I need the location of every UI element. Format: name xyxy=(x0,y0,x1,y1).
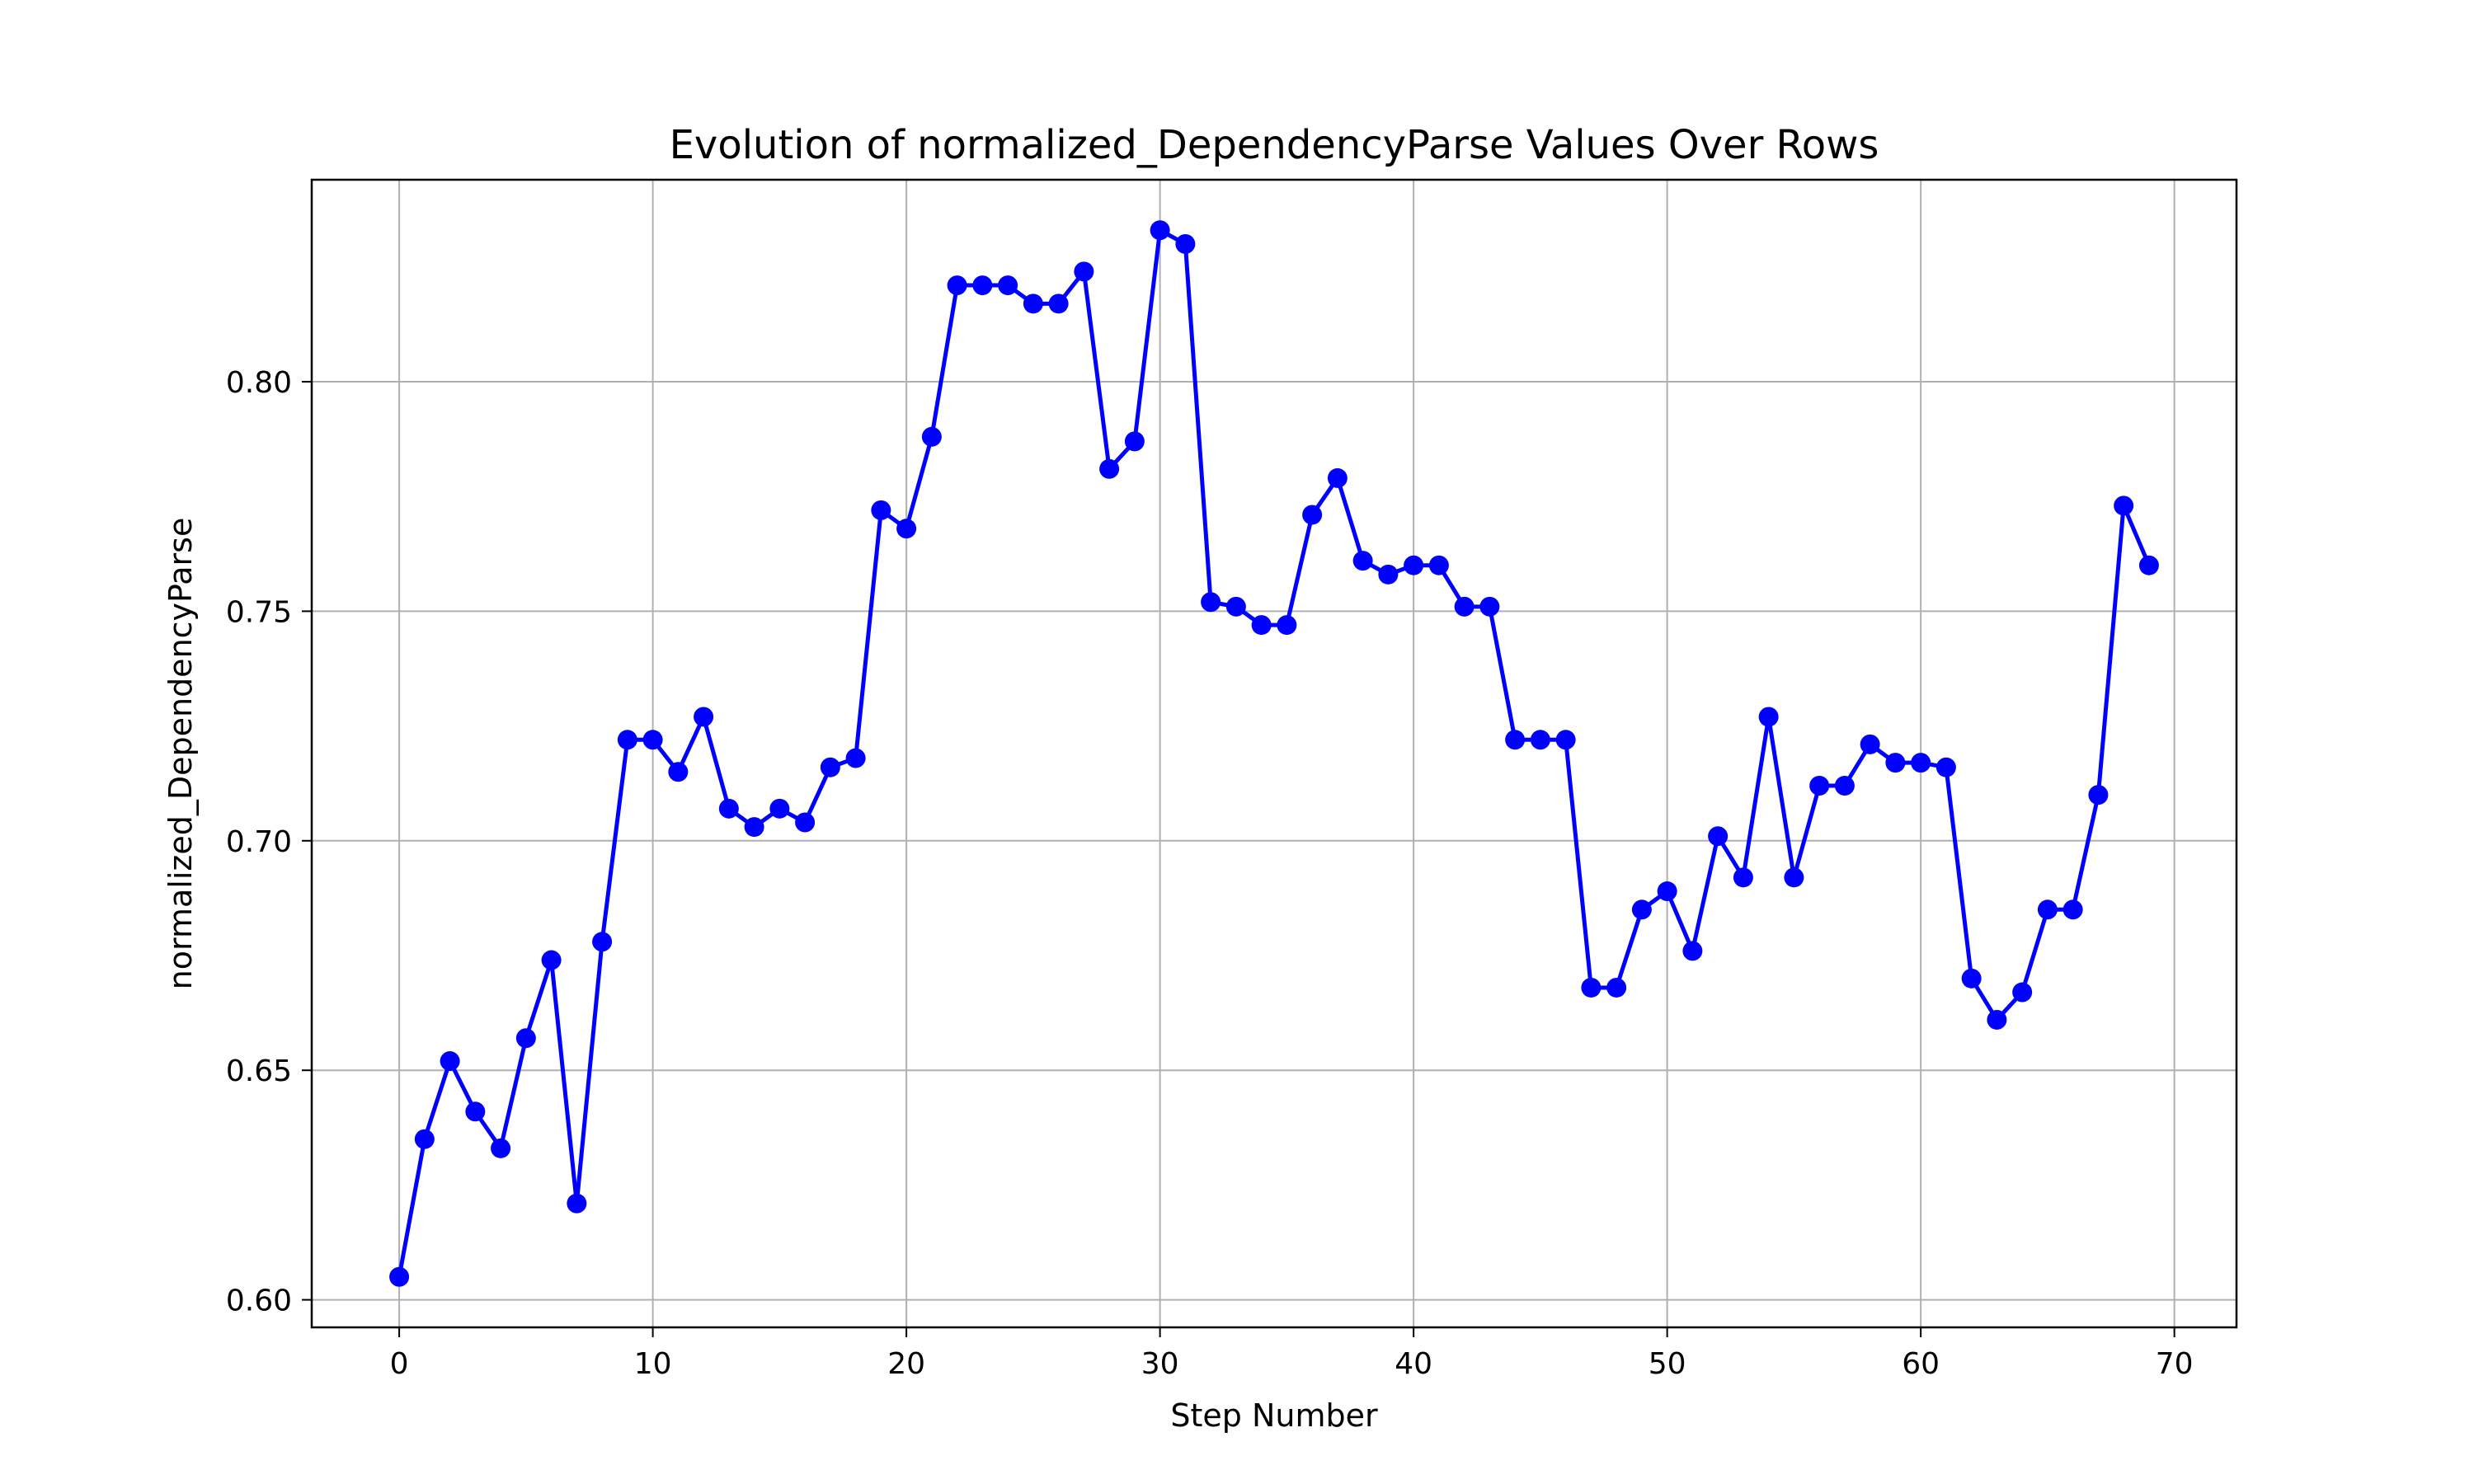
data-markers xyxy=(389,220,2159,1287)
y-tick-label: 0.65 xyxy=(226,1054,292,1088)
data-point xyxy=(1023,294,1043,314)
series-line xyxy=(397,228,2152,1278)
data-point xyxy=(1175,233,1196,254)
x-axis-label: Step Number xyxy=(1170,1397,1378,1434)
data-point xyxy=(795,812,816,833)
data-point xyxy=(389,1266,410,1287)
data-point xyxy=(1581,977,1602,998)
data-point xyxy=(2088,785,2109,805)
data-point xyxy=(1251,615,1272,636)
data-point xyxy=(1277,615,1297,636)
data-point xyxy=(769,798,790,819)
data-point xyxy=(515,1028,536,1049)
data-point xyxy=(1885,753,1906,773)
data-point xyxy=(1911,753,1931,773)
data-point xyxy=(1099,458,1120,479)
data-point xyxy=(2138,555,2159,575)
data-point xyxy=(1404,555,1424,575)
data-point xyxy=(1631,899,1652,920)
data-point xyxy=(1505,730,1526,750)
data-point xyxy=(1733,867,1753,888)
data-point xyxy=(2114,495,2134,516)
data-point xyxy=(2062,899,2083,920)
data-point xyxy=(1225,596,1246,617)
data-point xyxy=(1784,867,1804,888)
data-point xyxy=(1048,294,1069,314)
x-tick-label: 20 xyxy=(887,1347,925,1381)
data-point xyxy=(2012,982,2033,1003)
data-point xyxy=(567,1193,587,1214)
plot-frame xyxy=(310,178,2238,1329)
data-point xyxy=(947,275,967,296)
x-tick-label: 60 xyxy=(1902,1347,1940,1381)
data-point xyxy=(921,426,942,447)
data-point xyxy=(1074,261,1094,282)
grid xyxy=(312,180,2236,1327)
data-point xyxy=(972,275,993,296)
data-point xyxy=(617,730,637,750)
chart-title: Evolution of normalized_DependencyParse … xyxy=(670,122,1879,168)
data-point xyxy=(1327,467,1348,488)
x-tick-label: 30 xyxy=(1141,1347,1179,1381)
data-point xyxy=(1834,775,1855,796)
data-point xyxy=(2037,899,2058,920)
data-point xyxy=(1961,968,1982,989)
data-point xyxy=(896,519,917,539)
data-point xyxy=(1150,220,1170,241)
data-point xyxy=(694,707,714,727)
y-tick-label: 0.75 xyxy=(226,595,292,629)
y-tick-label: 0.80 xyxy=(226,366,292,400)
data-point xyxy=(642,730,663,750)
y-tick-label: 0.70 xyxy=(226,825,292,859)
data-point xyxy=(1606,977,1627,998)
data-point xyxy=(718,798,739,819)
data-point xyxy=(1352,551,1373,571)
data-point xyxy=(1454,596,1475,617)
x-tick-label: 10 xyxy=(634,1347,672,1381)
x-axis: 0 10 20 30 40 50 60 70 xyxy=(390,1327,2194,1381)
x-tick-label: 40 xyxy=(1395,1347,1432,1381)
data-point xyxy=(1809,775,1830,796)
data-point xyxy=(1555,730,1576,750)
data-point xyxy=(1302,505,1323,525)
x-tick-label: 50 xyxy=(1649,1347,1686,1381)
data-point xyxy=(1935,757,1956,777)
x-tick-label: 70 xyxy=(2156,1347,2194,1381)
data-point xyxy=(1378,564,1399,585)
data-point xyxy=(1479,596,1500,617)
data-point xyxy=(1682,941,1703,961)
data-point xyxy=(871,500,891,520)
y-axis-label: normalized_DependencyParse xyxy=(162,518,199,990)
data-point xyxy=(744,817,764,838)
data-point xyxy=(592,932,613,952)
data-point xyxy=(440,1051,460,1072)
data-point xyxy=(1124,431,1145,452)
data-point xyxy=(845,748,866,768)
data-point xyxy=(541,950,562,970)
data-point xyxy=(1530,730,1550,750)
x-tick-label: 0 xyxy=(390,1347,409,1381)
data-point xyxy=(668,762,689,782)
data-point xyxy=(998,275,1018,296)
data-point xyxy=(1758,707,1779,727)
data-point xyxy=(1708,826,1729,847)
data-point xyxy=(1201,592,1221,613)
data-point xyxy=(1428,555,1449,575)
data-point xyxy=(1987,1009,2007,1030)
data-point xyxy=(1657,881,1677,902)
series-polyline xyxy=(397,228,2152,1278)
data-point xyxy=(1860,734,1880,754)
y-tick-label: 0.60 xyxy=(226,1284,292,1318)
data-point xyxy=(820,757,840,777)
data-point xyxy=(414,1129,435,1149)
data-point xyxy=(491,1138,511,1158)
y-axis: 0.60 0.65 0.70 0.75 0.80 xyxy=(226,366,312,1318)
data-point xyxy=(465,1101,486,1122)
